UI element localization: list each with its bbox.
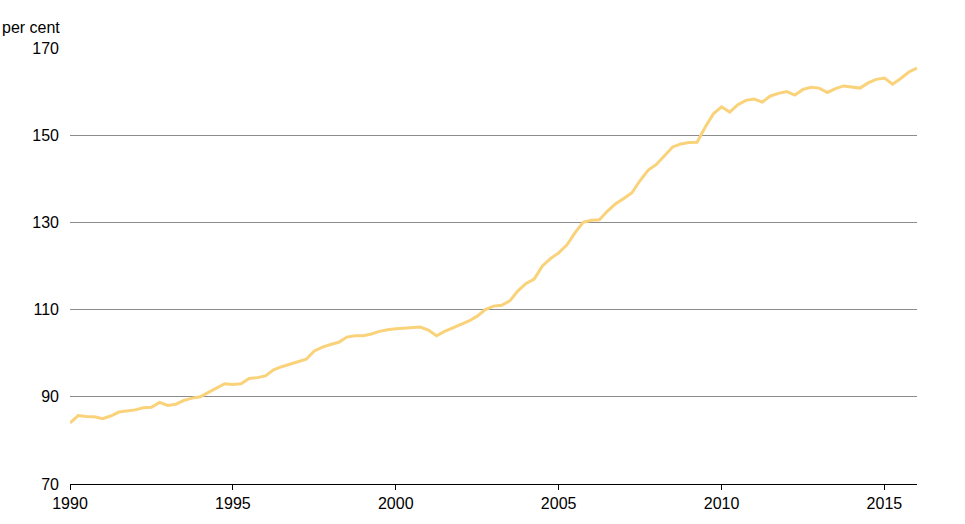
- svg-text:2005: 2005: [541, 495, 577, 512]
- svg-text:130: 130: [32, 214, 59, 231]
- svg-text:1995: 1995: [215, 495, 251, 512]
- svg-text:2000: 2000: [378, 495, 414, 512]
- svg-text:per cent: per cent: [2, 19, 60, 36]
- svg-text:70: 70: [41, 476, 59, 493]
- svg-text:2010: 2010: [704, 495, 740, 512]
- svg-text:170: 170: [32, 40, 59, 57]
- svg-text:150: 150: [32, 127, 59, 144]
- svg-text:90: 90: [41, 388, 59, 405]
- svg-text:2015: 2015: [867, 495, 903, 512]
- svg-text:1990: 1990: [52, 495, 88, 512]
- svg-text:110: 110: [33, 301, 59, 318]
